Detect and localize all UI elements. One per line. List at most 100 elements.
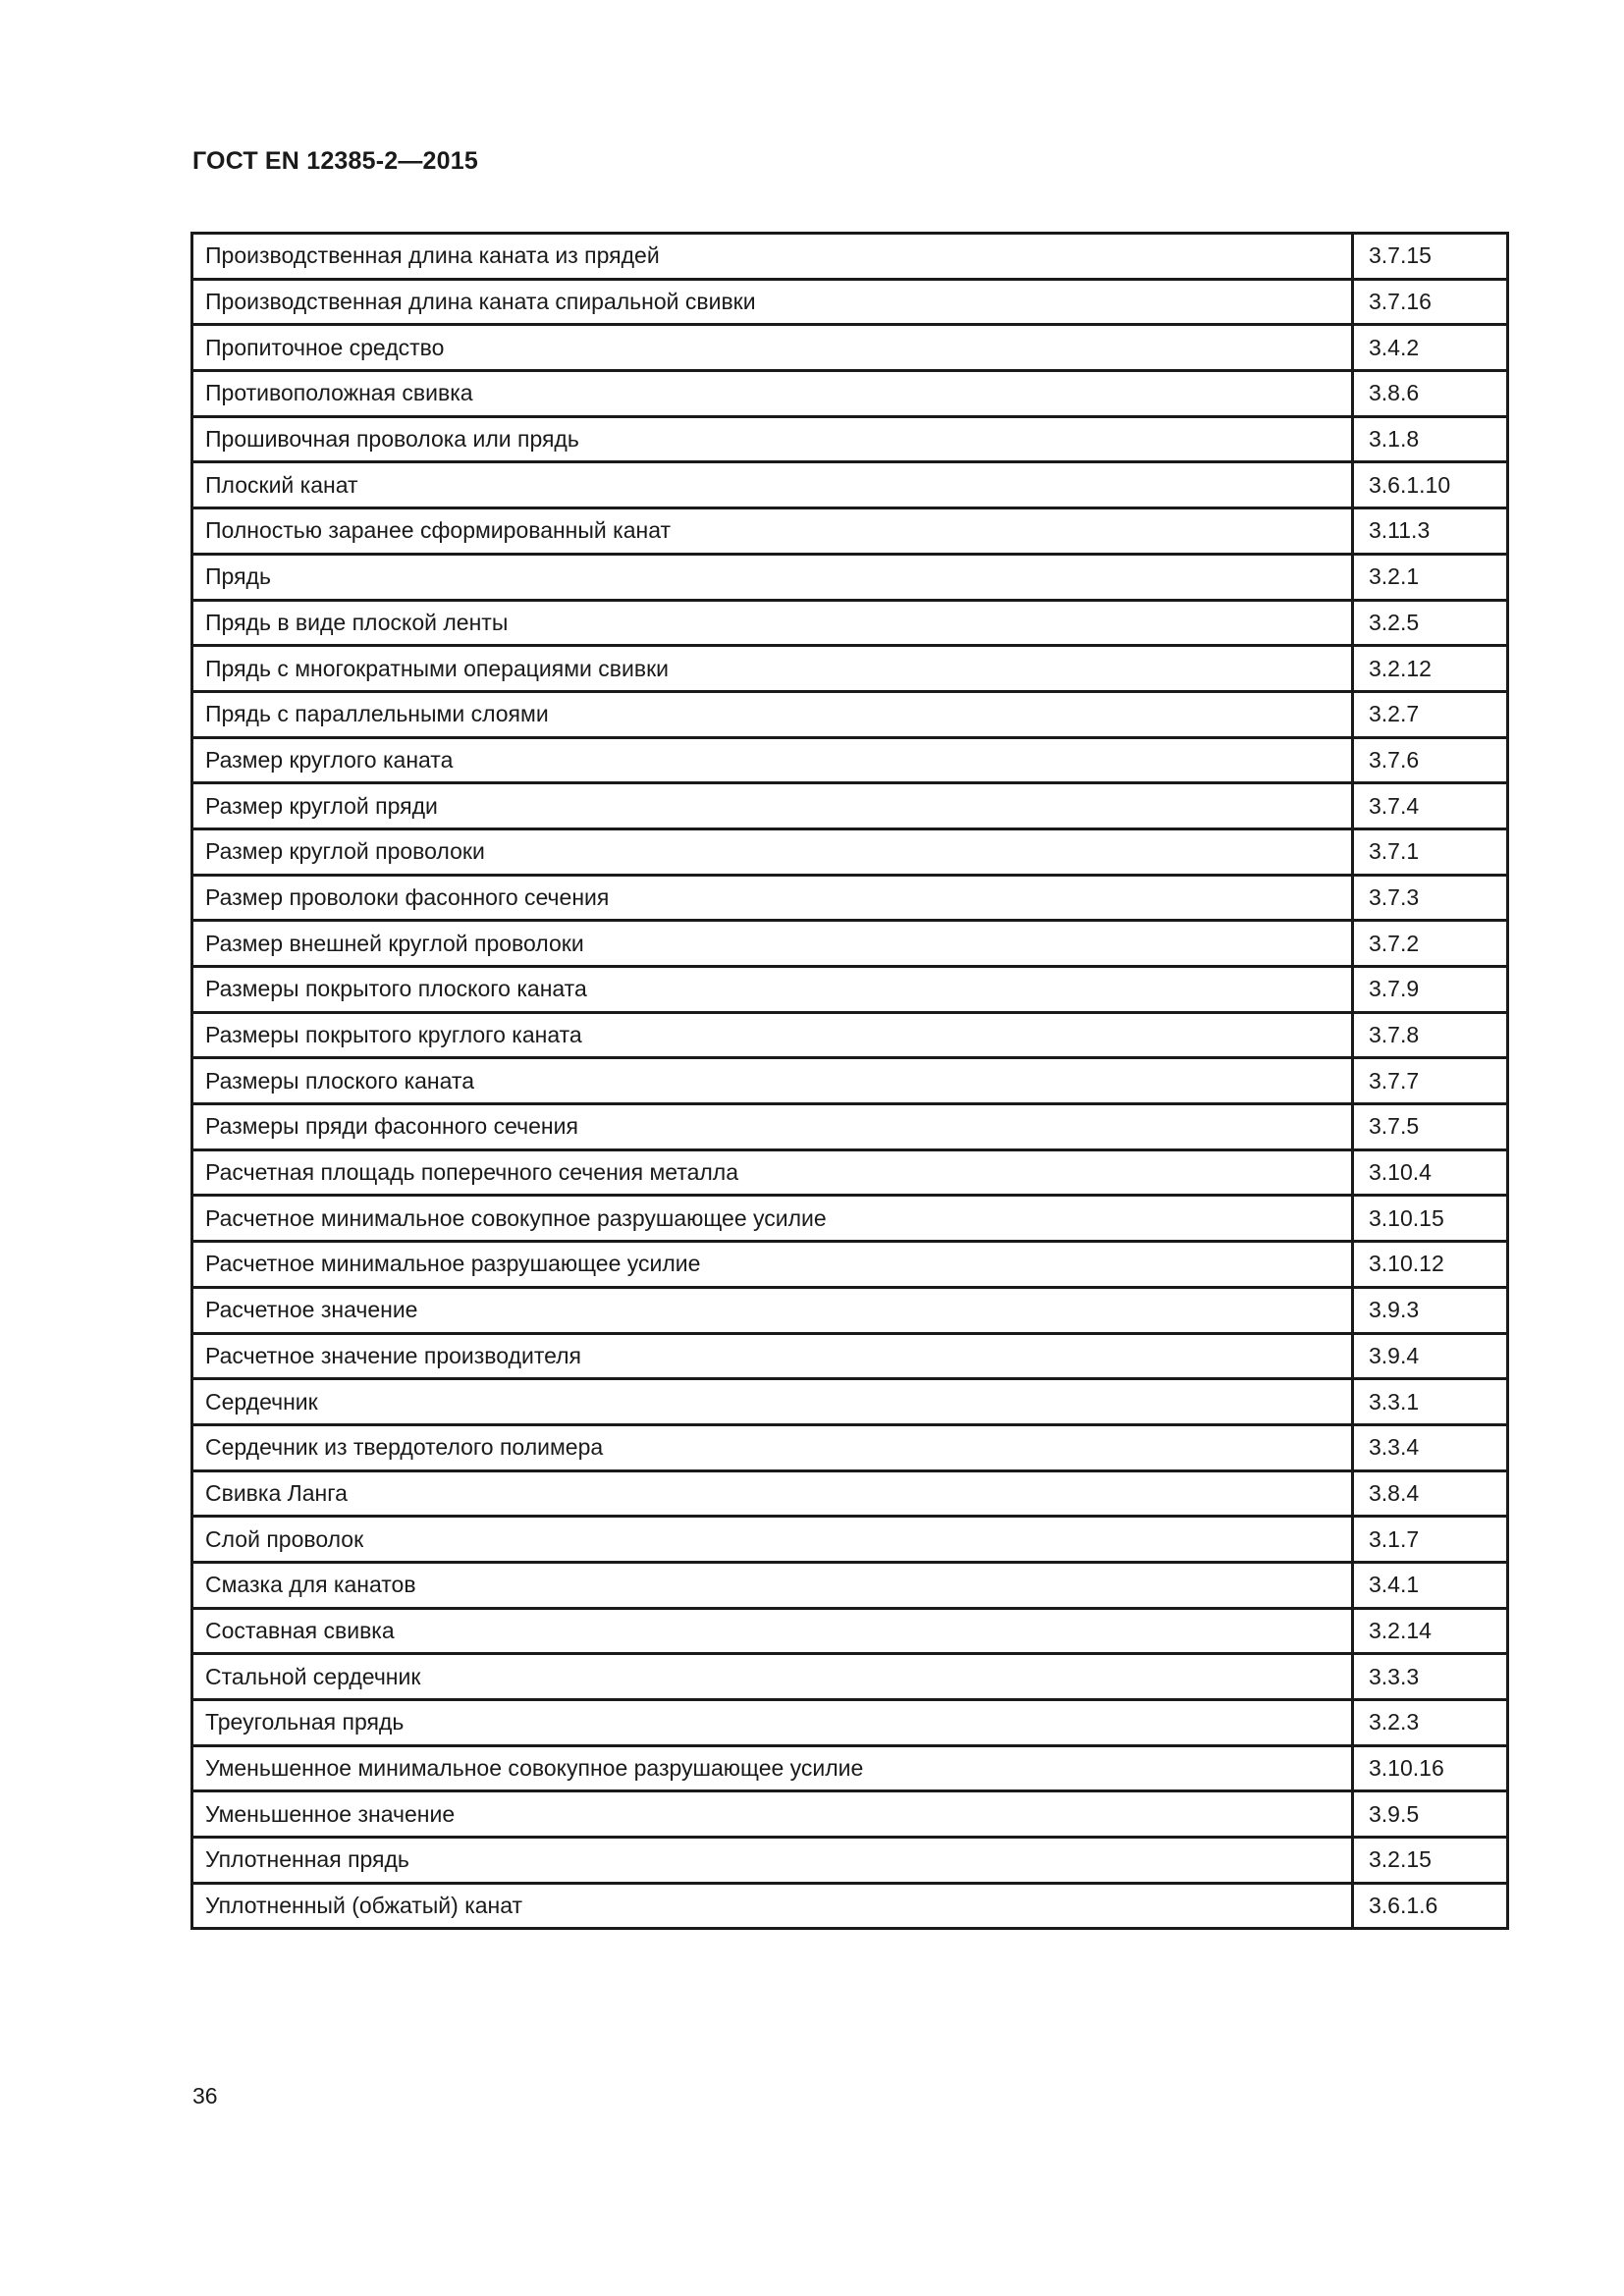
term-cell: Свивка Ланга [190, 1468, 1354, 1519]
table-row: Сердечник 3.3.1 [190, 1377, 1509, 1426]
term-cell: Плоский канат [190, 460, 1354, 510]
term-cell: Пропиточное средство [190, 323, 1354, 373]
section-ref-cell: 3.4.2 [1351, 323, 1509, 373]
section-ref-cell: 3.7.2 [1351, 919, 1509, 968]
table-row: Размер внешней круглой проволоки 3.7.2 [190, 919, 1509, 968]
section-ref-cell: 3.3.4 [1351, 1422, 1509, 1472]
section-ref-cell: 3.6.1.6 [1351, 1881, 1509, 1931]
term-cell: Уплотненная прядь [190, 1836, 1354, 1885]
index-table: Производственная длина каната из прядей 3… [190, 232, 1509, 1931]
table-row: Свивка Ланга 3.8.4 [190, 1468, 1509, 1519]
section-ref-cell: 3.2.7 [1351, 689, 1509, 739]
table-row: Составная свивка 3.2.14 [190, 1606, 1509, 1656]
table-row: Плоский канат 3.6.1.10 [190, 460, 1509, 510]
table-row: Размеры пряди фасонного сечения 3.7.5 [190, 1102, 1509, 1151]
table-row: Расчетная площадь поперечного сечения ме… [190, 1148, 1509, 1198]
section-ref-cell: 3.10.16 [1351, 1743, 1509, 1793]
table-row: Уплотненная прядь 3.2.15 [190, 1836, 1509, 1885]
table-row: Прядь с параллельными слоями 3.2.7 [190, 689, 1509, 739]
section-ref-cell: 3.2.5 [1351, 598, 1509, 648]
table-row: Прядь 3.2.1 [190, 552, 1509, 602]
table-row: Прошивочная проволока или прядь 3.1.8 [190, 414, 1509, 464]
section-ref-cell: 3.2.1 [1351, 552, 1509, 602]
table-row: Производственная длина каната спиральной… [190, 277, 1509, 327]
term-cell: Треугольная прядь [190, 1698, 1354, 1747]
table-row: Противоположная свивка 3.8.6 [190, 369, 1509, 418]
term-cell: Прошивочная проволока или прядь [190, 414, 1354, 464]
section-ref-cell: 3.7.3 [1351, 873, 1509, 923]
term-cell: Расчетное минимальное совокупное разруша… [190, 1194, 1354, 1244]
term-cell: Размеры плоского каната [190, 1056, 1354, 1106]
section-ref-cell: 3.6.1.10 [1351, 460, 1509, 510]
section-ref-cell: 3.4.1 [1351, 1560, 1509, 1610]
term-cell: Прядь с многократными операциями свивки [190, 644, 1354, 693]
section-ref-cell: 3.9.5 [1351, 1789, 1509, 1840]
section-ref-cell: 3.2.3 [1351, 1698, 1509, 1747]
table-row: Размеры покрытого плоского каната 3.7.9 [190, 965, 1509, 1014]
section-ref-cell: 3.7.5 [1351, 1102, 1509, 1151]
term-cell: Прядь с параллельными слоями [190, 689, 1354, 739]
term-cell: Прядь [190, 552, 1354, 602]
term-cell: Производственная длина каната из прядей [190, 232, 1354, 281]
term-cell: Смазка для канатов [190, 1560, 1354, 1610]
term-cell: Расчетное значение [190, 1285, 1354, 1335]
table-row: Прядь в виде плоской ленты 3.2.5 [190, 598, 1509, 648]
table-row: Слой проволок 3.1.7 [190, 1515, 1509, 1564]
table-row: Размеры плоского каната 3.7.7 [190, 1056, 1509, 1106]
table-row: Прядь с многократными операциями свивки 3… [190, 644, 1509, 693]
term-cell: Расчетная площадь поперечного сечения ме… [190, 1148, 1354, 1198]
table-row: Расчетное значение производителя 3.9.4 [190, 1331, 1509, 1381]
section-ref-cell: 3.10.12 [1351, 1240, 1509, 1289]
section-ref-cell: 3.2.12 [1351, 644, 1509, 693]
table-row: Полностью заранее сформированный канат 3.… [190, 507, 1509, 556]
table-row: Сердечник из твердотелого полимера 3.3.4 [190, 1422, 1509, 1472]
section-ref-cell: 3.8.4 [1351, 1468, 1509, 1519]
term-cell: Прядь в виде плоской ленты [190, 598, 1354, 648]
table-row: Размер круглой пряди 3.7.4 [190, 781, 1509, 830]
term-cell: Расчетное минимальное разрушающее усилие [190, 1240, 1354, 1289]
table-row: Производственная длина каната из прядей 3… [190, 232, 1509, 281]
section-ref-cell: 3.7.6 [1351, 735, 1509, 785]
section-ref-cell: 3.1.7 [1351, 1515, 1509, 1564]
table-row: Смазка для канатов 3.4.1 [190, 1560, 1509, 1610]
section-ref-cell: 3.7.9 [1351, 965, 1509, 1014]
term-cell: Расчетное значение производителя [190, 1331, 1354, 1381]
table-row: Треугольная прядь 3.2.3 [190, 1698, 1509, 1747]
term-cell: Размеры пряди фасонного сечения [190, 1102, 1354, 1151]
section-ref-cell: 3.7.8 [1351, 1010, 1509, 1060]
term-cell: Размер круглой проволоки [190, 827, 1354, 877]
table-row: Размер круглой проволоки 3.7.1 [190, 827, 1509, 877]
term-cell: Противоположная свивка [190, 369, 1354, 418]
document-header: ГОСТ EN 12385-2—2015 [192, 147, 478, 175]
section-ref-cell: 3.2.14 [1351, 1606, 1509, 1656]
section-ref-cell: 3.11.3 [1351, 507, 1509, 556]
term-cell: Размер проволоки фасонного сечения [190, 873, 1354, 923]
term-cell: Размер внешней круглой проволоки [190, 919, 1354, 968]
table-row: Размеры покрытого круглого каната 3.7.8 [190, 1010, 1509, 1060]
section-ref-cell: 3.7.16 [1351, 277, 1509, 327]
term-cell: Сердечник из твердотелого полимера [190, 1422, 1354, 1472]
term-cell: Размер круглого каната [190, 735, 1354, 785]
table-row: Расчетное минимальное разрушающее усилие… [190, 1240, 1509, 1289]
section-ref-cell: 3.10.15 [1351, 1194, 1509, 1244]
section-ref-cell: 3.7.15 [1351, 232, 1509, 281]
term-cell: Полностью заранее сформированный канат [190, 507, 1354, 556]
table-row: Уменьшенное минимальное совокупное разру… [190, 1743, 1509, 1793]
section-ref-cell: 3.8.6 [1351, 369, 1509, 418]
term-cell: Составная свивка [190, 1606, 1354, 1656]
section-ref-cell: 3.7.4 [1351, 781, 1509, 830]
table-row: Стальной сердечник 3.3.3 [190, 1652, 1509, 1701]
term-cell: Стальной сердечник [190, 1652, 1354, 1701]
section-ref-cell: 3.7.1 [1351, 827, 1509, 877]
table-row: Расчетное минимальное совокупное разруша… [190, 1194, 1509, 1244]
section-ref-cell: 3.3.1 [1351, 1377, 1509, 1426]
term-cell: Размеры покрытого круглого каната [190, 1010, 1354, 1060]
term-cell: Размер круглой пряди [190, 781, 1354, 830]
term-cell: Уменьшенное значение [190, 1789, 1354, 1840]
term-cell: Производственная длина каната спиральной… [190, 277, 1354, 327]
page-number: 36 [192, 2083, 218, 2109]
table-row: Уменьшенное значение 3.9.5 [190, 1789, 1509, 1840]
term-cell: Уплотненный (обжатый) канат [190, 1881, 1354, 1931]
term-cell: Размеры покрытого плоского каната [190, 965, 1354, 1014]
section-ref-cell: 3.3.3 [1351, 1652, 1509, 1701]
